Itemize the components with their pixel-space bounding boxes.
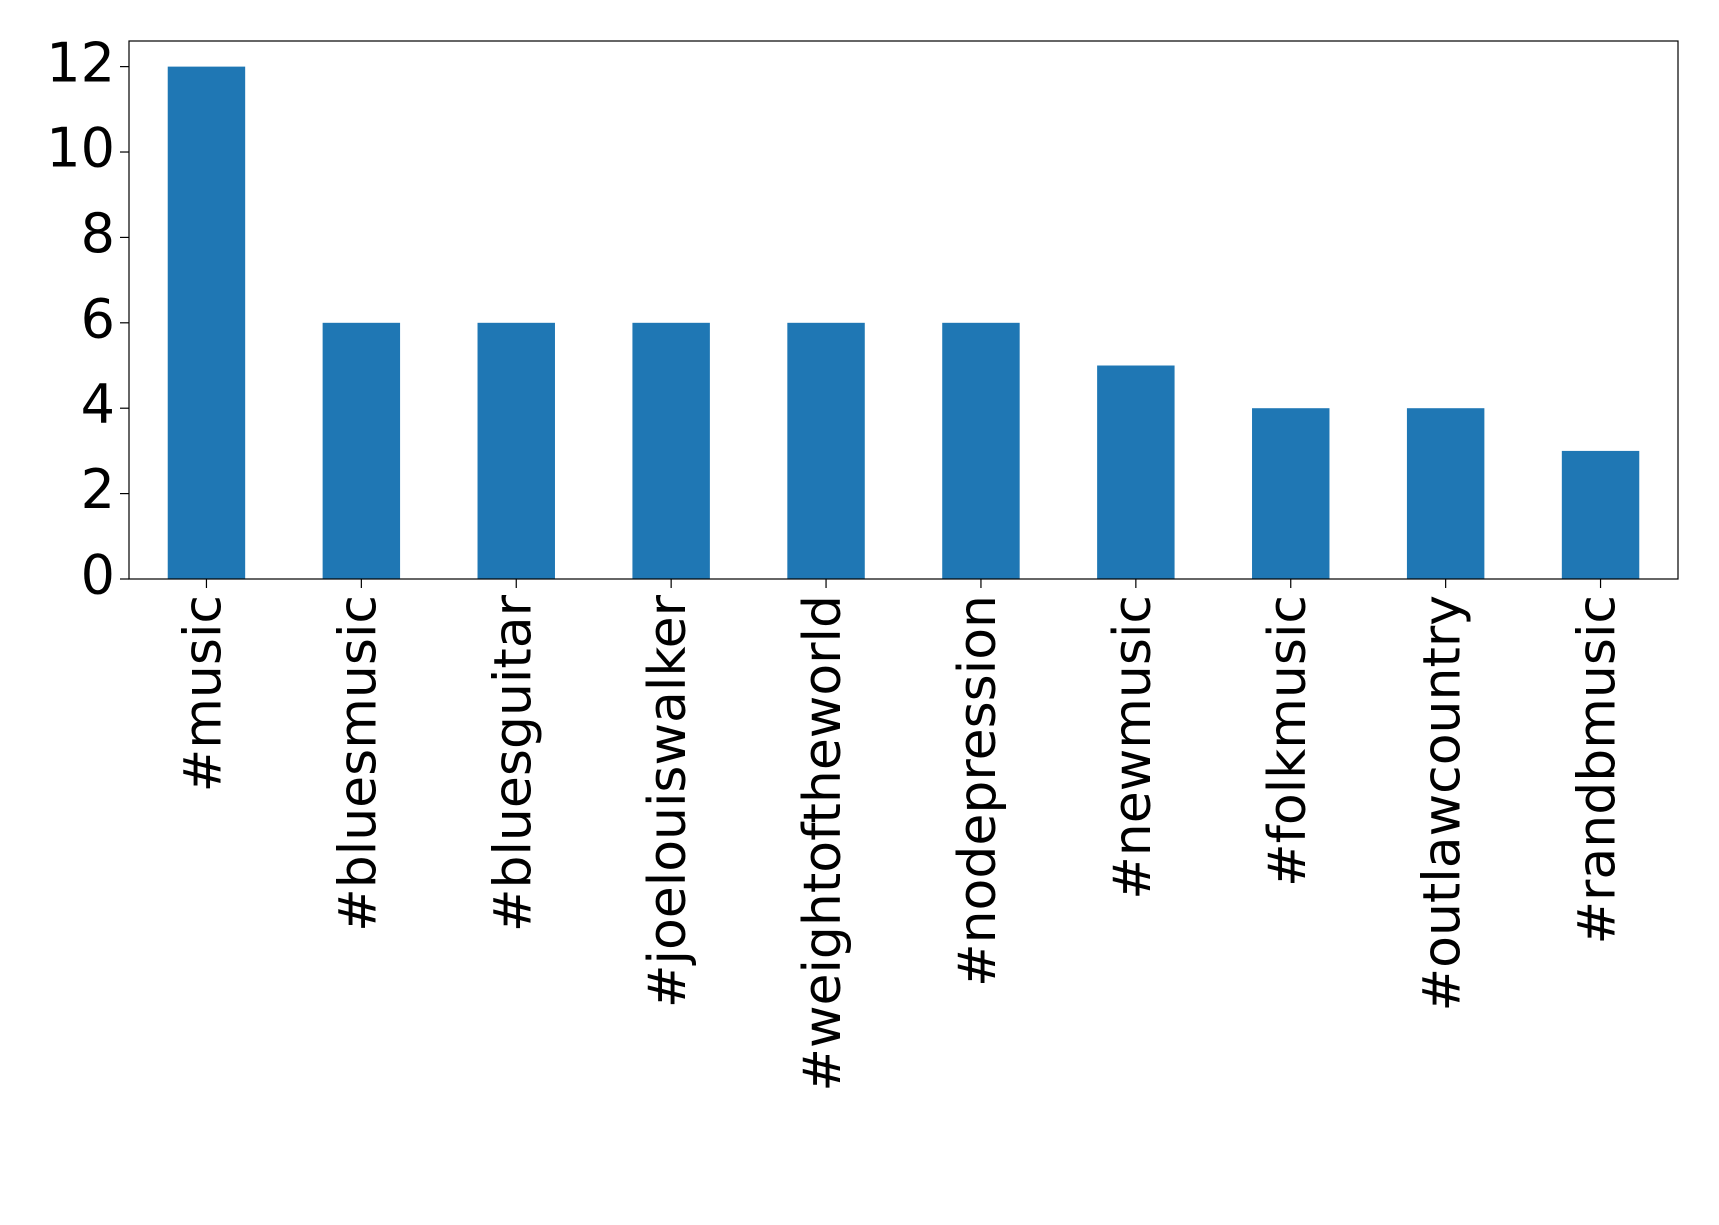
x-tick-label: #music xyxy=(173,595,233,792)
y-tick-label: 2 xyxy=(81,458,115,521)
x-tick-label: #outlawcountry xyxy=(1413,595,1473,1011)
y-tick-label: 4 xyxy=(81,373,115,436)
x-tick-label: #randbmusic xyxy=(1568,595,1628,945)
x-tick-label: #nodepression xyxy=(948,595,1008,987)
x-tick-label: #joelouiswalker xyxy=(638,594,698,1008)
bar xyxy=(477,322,555,579)
x-tick-label: #bluesmusic xyxy=(328,595,388,932)
bar xyxy=(1097,365,1175,579)
y-tick-label: 12 xyxy=(46,31,115,94)
bar xyxy=(632,322,710,579)
bar xyxy=(167,66,246,580)
bar xyxy=(322,322,401,579)
y-tick-label: 10 xyxy=(46,117,115,180)
bar xyxy=(1252,408,1330,579)
x-tick-label: #weightoftheworld xyxy=(793,595,853,1092)
bar xyxy=(1561,450,1640,579)
y-tick-label: 6 xyxy=(81,287,115,350)
x-tick-label: #folkmusic xyxy=(1258,595,1318,887)
x-tick-label: #bluesguitar xyxy=(483,594,543,932)
plot-frame xyxy=(128,40,1679,580)
x-tick-label: #newmusic xyxy=(1103,595,1163,900)
bar xyxy=(942,322,1020,579)
bar xyxy=(1406,408,1485,579)
bar xyxy=(787,322,865,579)
y-tick-label: 8 xyxy=(81,202,115,265)
y-tick-label: 0 xyxy=(81,544,115,607)
